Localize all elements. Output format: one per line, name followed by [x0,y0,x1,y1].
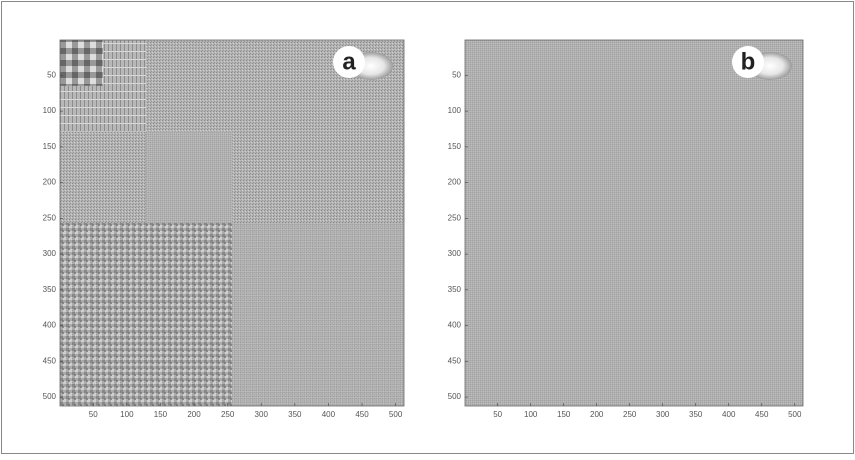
image-region [60,223,232,406]
image-region [232,223,404,406]
image-region [60,86,146,132]
image-region [103,40,146,86]
y-tick-label: 50 [47,70,56,79]
y-tick-label: 150 [448,142,462,151]
y-tick-label: 450 [448,356,462,365]
x-tick-label: 300 [656,410,670,419]
y-tick-label: 300 [448,249,462,258]
x-tick-label: 100 [524,410,538,419]
x-tick-label: 200 [187,410,201,419]
x-tick-label: 300 [255,410,269,419]
y-tick-label: 100 [448,106,462,115]
image-region [146,132,232,224]
figure: 50 100 150 200 250 300 350 400 450 500 50 100 150 200… [0,0,855,455]
y-tick-label: 500 [448,392,462,401]
y-tick-label: 100 [43,106,57,115]
x-tick-label: 100 [120,410,134,419]
x-tick-label: 350 [288,410,302,419]
x-tick-label: 500 [389,410,403,419]
x-tick-label: 350 [689,410,703,419]
x-tick-label: 250 [221,410,235,419]
x-tick-label: 450 [755,410,769,419]
y-tick-label: 350 [448,285,462,294]
y-tick-label: 150 [43,142,57,151]
y-tick-label: 500 [43,392,57,401]
x-tick-label: 50 [493,410,502,419]
y-tick-label: 450 [43,356,57,365]
y-tick-label: 400 [43,321,57,330]
x-tick-label: 500 [788,410,802,419]
x-tick-label: 250 [623,410,637,419]
y-tick-label: 300 [43,249,57,258]
x-tick-label: 450 [355,410,369,419]
y-tick-label: 200 [448,178,462,187]
x-tick-label: 400 [722,410,736,419]
panel-label: a [342,48,356,75]
x-tick-label: 150 [557,410,571,419]
image-region [60,40,103,86]
y-tick-label: 400 [448,321,462,330]
x-tick-label: 400 [322,410,336,419]
x-tick-label: 50 [89,410,98,419]
y-tick-label: 350 [43,285,57,294]
y-tick-label: 50 [452,70,461,79]
panel-label: b [741,48,756,75]
x-tick-label: 200 [590,410,604,419]
y-tick-label: 250 [43,213,57,222]
y-tick-label: 250 [448,213,462,222]
x-tick-label: 150 [154,410,168,419]
image-region [465,40,803,406]
page: {"chart_data": [ {"type": "image", "labe… [0,0,855,455]
y-tick-label: 200 [43,178,57,187]
